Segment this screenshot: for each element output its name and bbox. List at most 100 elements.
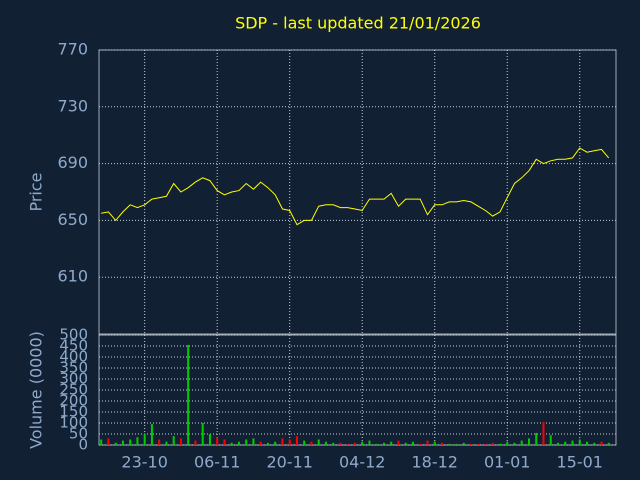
volume-bar <box>281 438 284 445</box>
y-tick-label: 0 <box>78 436 88 454</box>
y-axis-label: Volume (0000) <box>27 331 46 449</box>
volume-bar <box>440 442 443 445</box>
volume-bar <box>136 437 139 445</box>
x-tick-label: 04-12 <box>339 453 386 472</box>
volume-bar <box>433 441 436 445</box>
volume-bar <box>578 439 581 445</box>
volume-bar <box>535 432 538 445</box>
volume-bar <box>448 443 451 445</box>
volume-bar <box>121 440 124 445</box>
volume-bar <box>310 441 313 445</box>
chart-title: SDP - last updated 21/01/2026 <box>235 14 481 33</box>
volume-bar <box>274 441 277 445</box>
volume-bar <box>397 440 400 445</box>
volume-bar <box>245 439 248 445</box>
volume-bar <box>520 440 523 445</box>
y-tick-label: 50 <box>69 425 88 443</box>
volume-bar <box>201 423 204 445</box>
volume-bar <box>375 443 378 445</box>
x-tick-label: 18-12 <box>411 453 458 472</box>
y-tick-label: 100 <box>59 414 88 432</box>
volume-bar <box>368 440 371 445</box>
volume-bar <box>477 443 480 445</box>
y-tick-label: 200 <box>59 392 88 410</box>
volume-bar <box>295 436 298 445</box>
volume-bar <box>484 443 487 445</box>
volume-bar <box>506 441 509 445</box>
volume-bar <box>252 438 255 445</box>
volume-bar <box>143 434 146 445</box>
volume-bar <box>114 442 117 445</box>
volume-bar <box>411 441 414 445</box>
y-tick-label: 300 <box>59 370 88 388</box>
y-tick-label: 650 <box>57 210 88 229</box>
volume-bar <box>491 442 494 445</box>
volume-bar <box>390 441 393 445</box>
volume-bar <box>353 442 356 445</box>
y-tick-label: 690 <box>57 153 88 172</box>
volume-bar <box>346 443 349 445</box>
volume-bar <box>339 442 342 445</box>
volume-bar <box>208 434 211 445</box>
volume-bar <box>266 442 269 445</box>
volume-bar <box>462 442 465 445</box>
volume-bar <box>361 441 364 445</box>
volume-bar <box>187 344 190 445</box>
volume-bar <box>469 443 472 445</box>
x-tick-label: 20-11 <box>266 453 313 472</box>
volume-bar <box>158 439 161 445</box>
volume-bar <box>179 438 182 445</box>
volume-bar <box>216 437 219 445</box>
volume-bar <box>100 439 103 445</box>
volume-bar <box>607 442 610 445</box>
volume-bar <box>564 441 567 445</box>
volume-bar <box>593 442 596 445</box>
volume-bar <box>303 440 306 445</box>
volume-bar <box>107 438 110 445</box>
volume-bar <box>404 442 407 445</box>
volume-bar <box>288 439 291 445</box>
y-tick-label: 770 <box>57 40 88 59</box>
volume-bar <box>600 441 603 445</box>
volume-bar <box>571 440 574 445</box>
volume-bar <box>585 441 588 445</box>
volume-bar <box>150 424 153 445</box>
y-tick-label: 730 <box>57 96 88 115</box>
volume-bar <box>324 441 327 445</box>
y-tick-label: 350 <box>59 359 88 377</box>
y-tick-label: 150 <box>59 403 88 421</box>
volume-bar <box>426 440 429 445</box>
y-tick-label: 610 <box>57 267 88 286</box>
x-tick-label: 15-01 <box>556 453 603 472</box>
y-tick-label: 500 <box>59 326 88 344</box>
volume-bar <box>498 443 501 445</box>
volume-bar <box>194 440 197 445</box>
y-axis-label: Price <box>27 172 46 211</box>
volume-bar <box>165 441 168 445</box>
volume-bar <box>527 438 530 445</box>
volume-bar <box>382 442 385 445</box>
volume-bar <box>317 439 320 445</box>
volume-bar <box>223 439 226 445</box>
volume-bar <box>549 435 552 445</box>
price-line <box>101 147 610 226</box>
y-tick-label: 450 <box>59 337 88 355</box>
x-tick-label: 06-11 <box>194 453 241 472</box>
y-tick-label: 250 <box>59 381 88 399</box>
volume-bar <box>513 442 516 445</box>
volume-bar <box>230 442 233 445</box>
volume-bar <box>259 441 262 445</box>
volume-bar <box>332 442 335 445</box>
volume-bar <box>172 436 175 445</box>
volume-bar <box>129 439 132 445</box>
volume-bar <box>419 443 422 445</box>
x-tick-label: 01-01 <box>484 453 531 472</box>
volume-bar <box>237 441 240 445</box>
volume-bar <box>542 421 545 445</box>
volume-bar <box>455 443 458 445</box>
volume-bar <box>556 442 559 445</box>
x-tick-label: 23-10 <box>121 453 168 472</box>
y-tick-label: 400 <box>59 348 88 366</box>
